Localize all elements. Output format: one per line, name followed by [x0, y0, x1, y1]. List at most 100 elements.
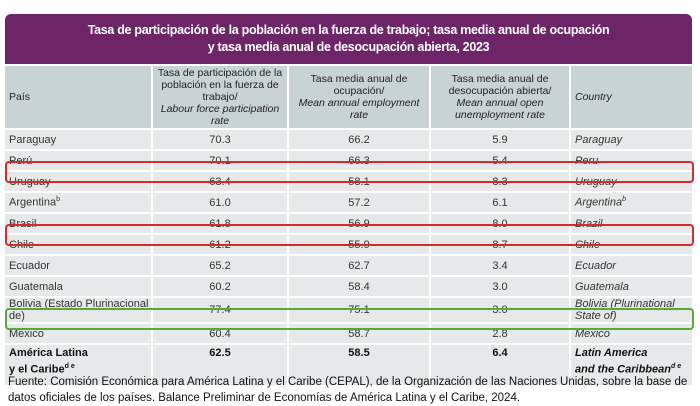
cell-country-text: Ecuador: [575, 259, 616, 272]
cell-unemployment-text: 8.3: [492, 175, 508, 188]
total-emp: 58.5: [289, 343, 431, 385]
cell-lfpr-text: 70.1: [209, 154, 231, 167]
cell-unemployment-text: 5.9: [492, 133, 508, 146]
header-emp-en: Mean annual employment rate: [298, 97, 420, 121]
cell-country-text: Bolivia (Plurinational State of): [575, 298, 675, 322]
cell-unemployment: 8.7: [431, 233, 571, 254]
cell-pais: Paraguay: [5, 128, 153, 149]
cell-country-text: Paraguay: [575, 133, 623, 146]
table-row: Ecuador 65.2 62.7 3.4 Ecuador: [5, 254, 692, 275]
total-sup: d e: [64, 363, 75, 370]
cell-country-text: Argentina: [575, 196, 623, 209]
table-row: Chile 61.2 55.9 8.7 Chile: [5, 233, 692, 254]
cell-lfpr: 70.3: [153, 128, 289, 149]
header-lfpr-es: Tasa de participación de la población en…: [157, 67, 283, 103]
table-row: Brasil 61.8 56.9 8.0 Brazil: [5, 212, 692, 233]
total-lfpr: 62.5: [153, 343, 289, 385]
cell-country: Peru: [571, 149, 692, 170]
cell-pais: Uruguay: [5, 170, 153, 191]
cell-pais-text: Perú: [9, 154, 33, 167]
total-pais-1: América Latina: [9, 347, 88, 359]
cell-unemployment-text: 3.0: [492, 304, 508, 316]
source-line-2: datos oficiales de los países. Balance P…: [8, 392, 521, 404]
cell-lfpr: 60.2: [153, 275, 289, 296]
cell-country: Guatemala: [571, 275, 692, 296]
cell-country: Bolivia (Plurinational State of): [571, 296, 692, 322]
cell-country: Mexico: [571, 322, 692, 343]
cell-employment-text: 57.2: [348, 196, 370, 209]
cell-country-text: Peru: [575, 154, 599, 167]
total-country: Latin America and the Caribbeand e: [571, 343, 692, 385]
cell-employment: 62.7: [289, 254, 431, 275]
cell-lfpr-text: 60.4: [209, 327, 231, 340]
cell-country-text: Uruguay: [575, 175, 617, 188]
total-country-sup: d e: [670, 363, 682, 370]
cell-pais: Perú: [5, 149, 153, 170]
cell-employment-text: 58.1: [348, 175, 370, 188]
cell-unemployment: 6.1: [431, 191, 571, 212]
cell-employment-text: 66.3: [348, 154, 370, 167]
header-row: País Tasa de participación de la poblaci…: [5, 64, 692, 128]
total-country-2: and the Caribbean: [575, 363, 671, 376]
cell-employment-text: 55.9: [348, 238, 370, 251]
cell-unemployment: 3.0: [431, 296, 571, 322]
table-row: Paraguay 70.3 66.2 5.9 Paraguay: [5, 128, 692, 149]
total-pais: América Latina y el Caribed e: [5, 343, 153, 385]
cell-lfpr: 65.2: [153, 254, 289, 275]
cell-employment-text: 56.9: [348, 217, 370, 230]
cell-lfpr-text: 63.4: [209, 175, 231, 188]
title-line-1: Tasa de participación de la población en…: [87, 23, 610, 37]
cell-country: Paraguay: [571, 128, 692, 149]
header-pais: País: [5, 64, 153, 128]
table-row: México 60.4 58.7 2.8 Mexico: [5, 322, 692, 343]
cell-country-text: Guatemala: [575, 280, 629, 293]
cell-unemployment-text: 8.7: [492, 238, 508, 251]
header-lfpr: Tasa de participación de la población en…: [153, 64, 289, 128]
cell-lfpr: 61.2: [153, 233, 289, 254]
cell-pais-text: Brasil: [9, 217, 37, 230]
cell-pais-text: Argentina: [9, 196, 57, 209]
cell-lfpr-text: 61.0: [209, 196, 231, 209]
header-unemp-en: Mean annual open unemployment rate: [455, 97, 545, 121]
total-row: América Latina y el Caribed e 62.5 58.5 6…: [5, 343, 692, 385]
cell-country: Brazil: [571, 212, 692, 233]
cell-country: Chile: [571, 233, 692, 254]
cell-pais: Chile: [5, 233, 153, 254]
cell-lfpr: 70.1: [153, 149, 289, 170]
cell-employment: 57.2: [289, 191, 431, 212]
cell-employment: 58.4: [289, 275, 431, 296]
cell-employment: 66.3: [289, 149, 431, 170]
cell-lfpr: 77.4: [153, 296, 289, 322]
cell-unemployment: 8.3: [431, 170, 571, 191]
cell-employment-text: 58.7: [348, 327, 370, 340]
cell-pais: Guatemala: [5, 275, 153, 296]
cell-unemployment: 5.4: [431, 149, 571, 170]
cell-employment: 66.2: [289, 128, 431, 149]
cell-pais-text: México: [9, 327, 44, 340]
header-emp-es: Tasa media anual de ocupación/: [310, 73, 408, 97]
cell-unemployment-text: 6.1: [492, 196, 508, 209]
cell-employment: 56.9: [289, 212, 431, 233]
total-country-1: Latin America: [575, 347, 648, 359]
cell-pais-text: Chile: [9, 238, 35, 251]
cell-pais: México: [5, 322, 153, 343]
total-pais-2: y el Caribe: [9, 363, 65, 376]
footnote-marker: b: [56, 196, 60, 204]
header-lfpr-en: Labour force participation rate: [160, 103, 280, 127]
cell-country: Ecuador: [571, 254, 692, 275]
table-row: Perú 70.1 66.3 5.4 Peru: [5, 149, 692, 170]
cell-lfpr-text: 65.2: [209, 259, 231, 272]
cell-unemployment: 5.9: [431, 128, 571, 149]
cell-unemployment-text: 5.4: [492, 154, 508, 167]
cell-country: Argentinab: [571, 191, 692, 212]
cell-pais: Ecuador: [5, 254, 153, 275]
cell-unemployment: 2.8: [431, 322, 571, 343]
cell-lfpr: 60.4: [153, 322, 289, 343]
table-row: Guatemala 60.2 58.4 3.0 Guatemala: [5, 275, 692, 296]
cell-lfpr-text: 77.4: [209, 304, 231, 316]
cell-pais-text: Guatemala: [9, 280, 63, 293]
table-row: Bolivia (Estado Plurinacional de) 77.4 75.…: [5, 296, 692, 322]
footnote-marker: b: [622, 196, 626, 204]
cell-employment: 75.1: [289, 296, 431, 322]
cell-lfpr-text: 61.2: [209, 238, 231, 251]
